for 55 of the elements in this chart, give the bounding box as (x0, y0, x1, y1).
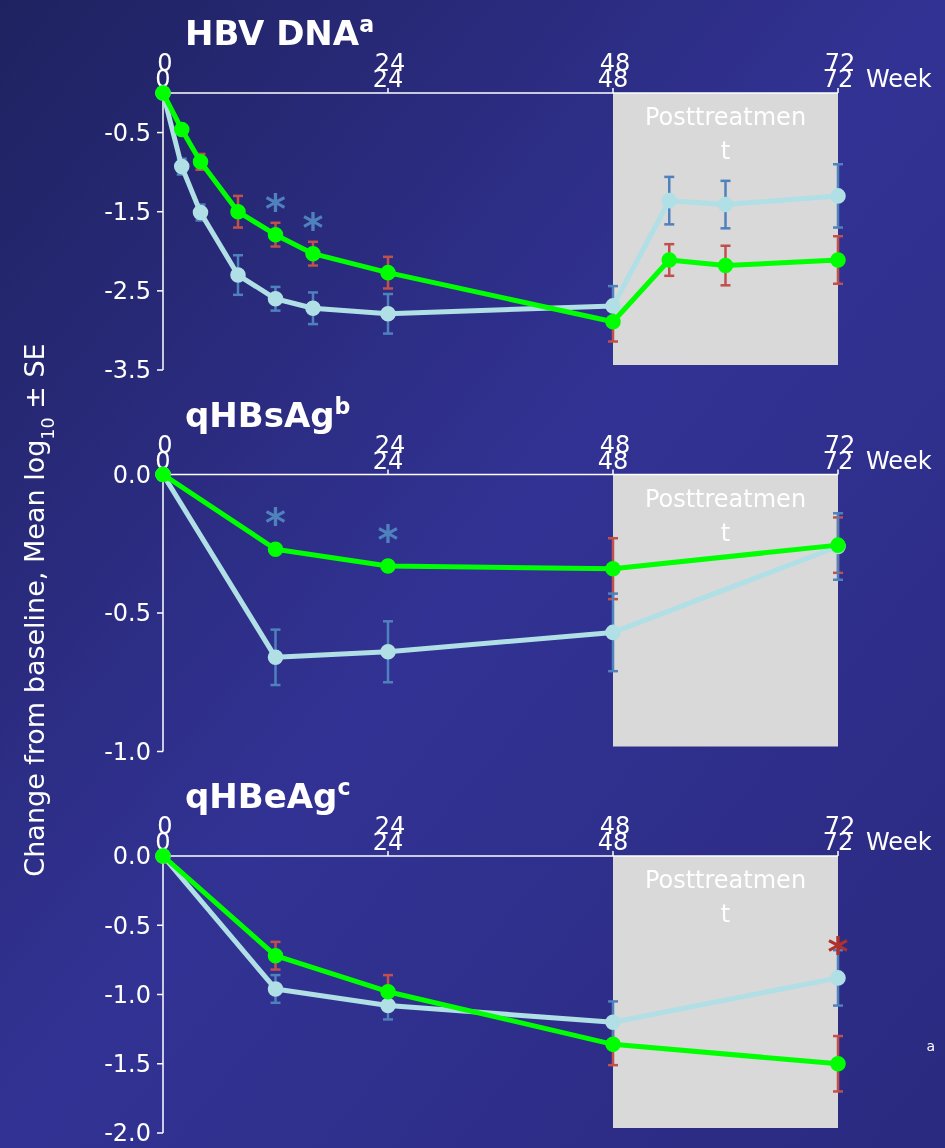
text: a (926, 1038, 935, 1054)
annotation: * (827, 928, 849, 975)
y-tick-label: -3.5 (104, 356, 151, 385)
point (830, 188, 846, 204)
point (830, 970, 846, 986)
point (605, 1014, 621, 1030)
annotation: * (302, 204, 324, 251)
y-tick-label: -1.0 (104, 980, 151, 1009)
chart-title: qHBeAg$^{c}$ (185, 774, 351, 816)
y-tick-label: -2.0 (104, 1119, 151, 1148)
y-tick-label: -2.5 (104, 277, 151, 306)
point (380, 306, 396, 322)
x-axis-title: Week (866, 446, 932, 475)
chart-title: qHBsAg$^{b}$ (185, 392, 351, 435)
chart-title: HBV DNA$^{a}$ (185, 11, 375, 53)
point (605, 560, 621, 577)
annotation: * (265, 185, 287, 232)
point (380, 983, 396, 1000)
point (380, 644, 396, 660)
x-axis-title: Week (866, 65, 932, 93)
point (830, 252, 846, 268)
x-axis-title: Week (866, 828, 932, 856)
y-tick-label: -1.5 (104, 198, 151, 227)
point (717, 196, 734, 213)
point (267, 981, 284, 997)
point (830, 1055, 846, 1072)
point (173, 121, 190, 138)
point (661, 192, 678, 209)
y-tick-label: -0.5 (104, 599, 151, 628)
point (267, 947, 284, 964)
point (605, 313, 621, 330)
point (605, 1036, 621, 1053)
point (267, 649, 284, 666)
y-tick-label: 0.0 (112, 842, 151, 871)
point (661, 252, 678, 268)
point (267, 541, 284, 558)
annotation: * (265, 500, 287, 547)
point (717, 257, 734, 274)
y-tick-label: -1.5 (104, 1050, 151, 1079)
y-tick-label: -0.5 (104, 118, 151, 147)
point (605, 298, 621, 314)
point (380, 264, 396, 281)
point (267, 291, 284, 307)
point (230, 267, 246, 283)
y-tick-label: 0.0 (112, 460, 151, 489)
point (267, 226, 284, 243)
annotation: * (377, 516, 399, 563)
point (605, 624, 621, 641)
point (380, 558, 396, 574)
y-tick-label: -1.0 (104, 737, 151, 766)
point (380, 997, 396, 1014)
point (305, 245, 321, 262)
point (305, 300, 321, 317)
y-tick-label: -0.5 (104, 911, 151, 940)
point (230, 203, 246, 220)
